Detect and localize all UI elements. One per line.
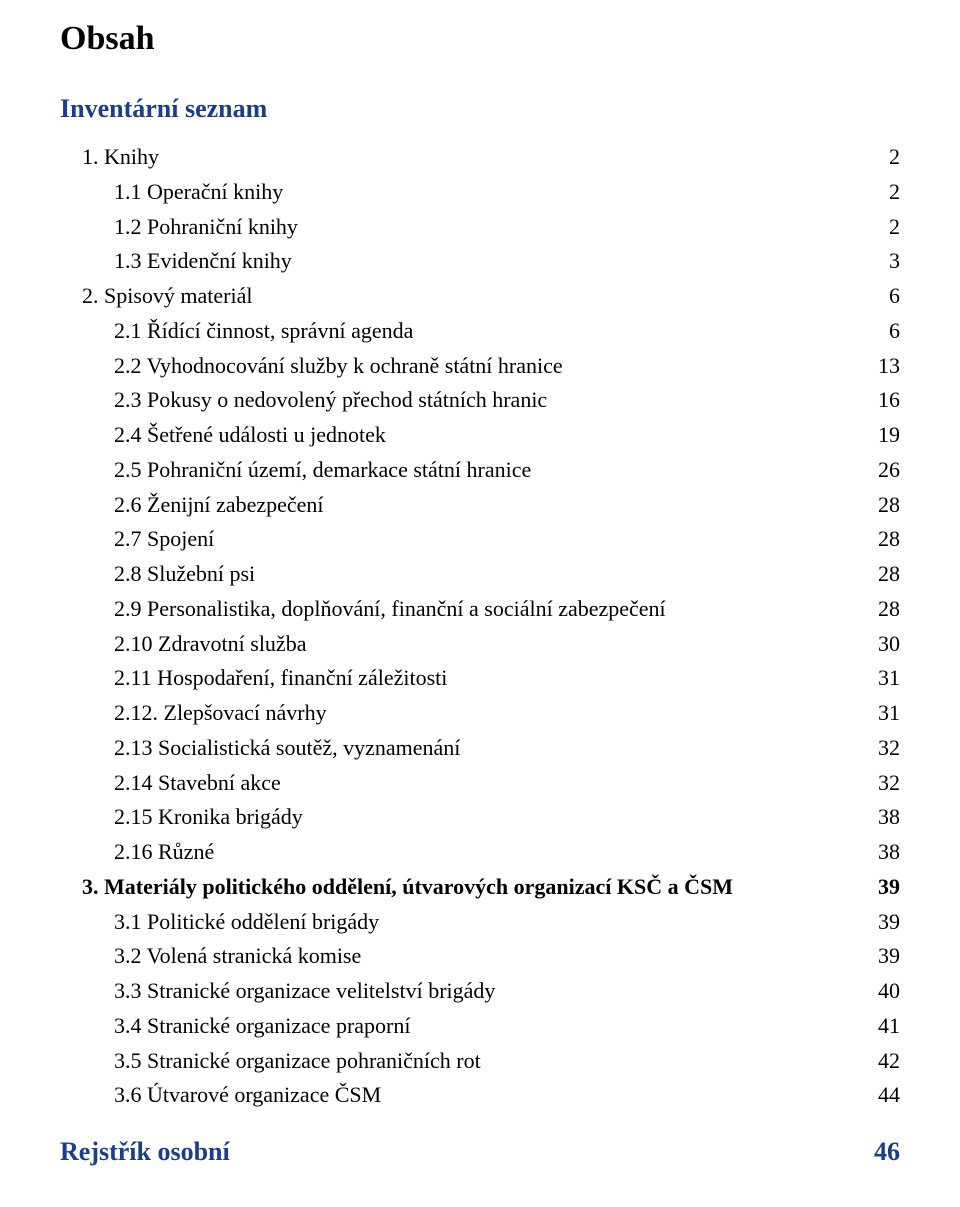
toc-entry-label: 2.4 Šetřené události u jednotek (114, 418, 386, 453)
toc-entry-label: 3.6 Útvarové organizace ČSM (114, 1078, 381, 1113)
footer-index-page: 46 (864, 1137, 900, 1167)
toc-entry-page: 44 (864, 1078, 900, 1113)
toc-entry-page: 39 (864, 939, 900, 974)
toc-entry-label: 2.5 Pohraniční území, demarkace státní h… (114, 453, 531, 488)
toc-entry-page: 42 (864, 1044, 900, 1079)
footer-index-label: Rejstřík osobní (60, 1137, 230, 1167)
toc-row: 1.1 Operační knihy 2 (60, 175, 900, 210)
toc-row: 3.5 Stranické organizace pohraničních ro… (60, 1044, 900, 1079)
toc-entry-label: 2.16 Různé (114, 835, 214, 870)
toc-entry-label: 3.5 Stranické organizace pohraničních ro… (114, 1044, 481, 1079)
toc-entry-label: 2. Spisový materiál (82, 279, 252, 314)
toc-entry-label: 3.4 Stranické organizace praporní (114, 1009, 410, 1044)
toc-row: 2.2 Vyhodnocování služby k ochraně státn… (60, 349, 900, 384)
toc-row: 3.2 Volená stranická komise 39 (60, 939, 900, 974)
toc-entry-page: 38 (864, 800, 900, 835)
toc-entry-label: 2.10 Zdravotní služba (114, 627, 306, 662)
toc-row: 2.9 Personalistika, doplňování, finanční… (60, 592, 900, 627)
toc-entry-page: 41 (864, 1009, 900, 1044)
toc-row: 1.2 Pohraniční knihy 2 (60, 210, 900, 245)
toc-entry-label: 2.6 Ženijní zabezpečení (114, 488, 324, 523)
toc-row: 2.10 Zdravotní služba 30 (60, 627, 900, 662)
toc-row: 3. Materiály politického oddělení, útvar… (60, 870, 900, 905)
toc-row: 2.1 Řídící činnost, správní agenda 6 (60, 314, 900, 349)
toc-row: 2.3 Pokusy o nedovolený přechod státních… (60, 383, 900, 418)
toc-row: 1. Knihy 2 (60, 140, 900, 175)
toc-entry-page: 31 (864, 661, 900, 696)
toc-entry-label: 3.2 Volená stranická komise (114, 939, 361, 974)
toc-entry-label: 1.2 Pohraniční knihy (114, 210, 298, 245)
toc-entry-page: 38 (864, 835, 900, 870)
toc-entry-label: 2.9 Personalistika, doplňování, finanční… (114, 592, 666, 627)
toc-entry-page: 30 (864, 627, 900, 662)
toc-entry-page: 32 (864, 731, 900, 766)
section-heading: Inventární seznam (60, 94, 900, 124)
toc-entry-page: 2 (864, 210, 900, 245)
toc-entry-page: 28 (864, 488, 900, 523)
toc-entry-label: 2.7 Spojení (114, 522, 214, 557)
toc-entry-label: 2.14 Stavební akce (114, 766, 281, 801)
toc-row: 2.4 Šetřené události u jednotek 19 (60, 418, 900, 453)
toc-entry-label: 1.3 Evidenční knihy (114, 244, 292, 279)
toc-row: 1.3 Evidenční knihy 3 (60, 244, 900, 279)
toc-entry-label: 1.1 Operační knihy (114, 175, 283, 210)
toc-entry-page: 6 (864, 279, 900, 314)
toc-row: 2.15 Kronika brigády 38 (60, 800, 900, 835)
table-of-contents: 1. Knihy21.1 Operační knihy21.2 Pohranič… (60, 140, 900, 1113)
toc-entry-page: 39 (864, 870, 900, 905)
toc-entry-page: 40 (864, 974, 900, 1009)
toc-entry-page: 39 (864, 905, 900, 940)
document-title: Obsah (60, 20, 900, 58)
toc-entry-label: 3. Materiály politického oddělení, útvar… (82, 870, 733, 905)
toc-row: 2.8 Služební psi 28 (60, 557, 900, 592)
toc-row: 2.13 Socialistická soutěž, vyznamenání 32 (60, 731, 900, 766)
toc-entry-page: 28 (864, 592, 900, 627)
toc-entry-page: 32 (864, 766, 900, 801)
toc-row: 2.6 Ženijní zabezpečení 28 (60, 488, 900, 523)
toc-row: 2.14 Stavební akce 32 (60, 766, 900, 801)
toc-entry-page: 13 (864, 349, 900, 384)
toc-entry-label: 2.11 Hospodaření, finanční záležitosti (114, 661, 447, 696)
toc-row: 3.1 Politické oddělení brigády 39 (60, 905, 900, 940)
toc-entry-label: 2.13 Socialistická soutěž, vyznamenání (114, 731, 460, 766)
toc-row: 2. Spisový materiál 6 (60, 279, 900, 314)
toc-entry-label: 2.2 Vyhodnocování služby k ochraně státn… (114, 349, 563, 384)
toc-entry-page: 28 (864, 522, 900, 557)
toc-entry-label: 2.3 Pokusy o nedovolený přechod státních… (114, 383, 547, 418)
toc-row: 3.3 Stranické organizace velitelství bri… (60, 974, 900, 1009)
toc-entry-page: 28 (864, 557, 900, 592)
toc-row: 3.4 Stranické organizace praporní 41 (60, 1009, 900, 1044)
toc-row: 2.16 Různé 38 (60, 835, 900, 870)
toc-entry-page: 16 (864, 383, 900, 418)
toc-entry-page: 26 (864, 453, 900, 488)
toc-entry-page: 6 (864, 314, 900, 349)
toc-entry-page: 19 (864, 418, 900, 453)
footer-index-row: Rejstřík osobní 46 (60, 1137, 900, 1167)
toc-entry-page: 3 (864, 244, 900, 279)
toc-entry-label: 2.8 Služební psi (114, 557, 255, 592)
toc-row: 2.12. Zlepšovací návrhy 31 (60, 696, 900, 731)
toc-row: 2.5 Pohraniční území, demarkace státní h… (60, 453, 900, 488)
toc-entry-page: 2 (864, 175, 900, 210)
toc-entry-label: 2.1 Řídící činnost, správní agenda (114, 314, 413, 349)
toc-row: 2.7 Spojení 28 (60, 522, 900, 557)
toc-entry-page: 31 (864, 696, 900, 731)
toc-row: 3.6 Útvarové organizace ČSM 44 (60, 1078, 900, 1113)
toc-entry-label: 3.1 Politické oddělení brigády (114, 905, 379, 940)
toc-entry-label: 2.15 Kronika brigády (114, 800, 303, 835)
toc-entry-label: 3.3 Stranické organizace velitelství bri… (114, 974, 495, 1009)
toc-entry-label: 2.12. Zlepšovací návrhy (114, 696, 327, 731)
toc-entry-page: 2 (864, 140, 900, 175)
toc-entry-label: 1. Knihy (82, 140, 159, 175)
toc-row: 2.11 Hospodaření, finanční záležitosti 31 (60, 661, 900, 696)
